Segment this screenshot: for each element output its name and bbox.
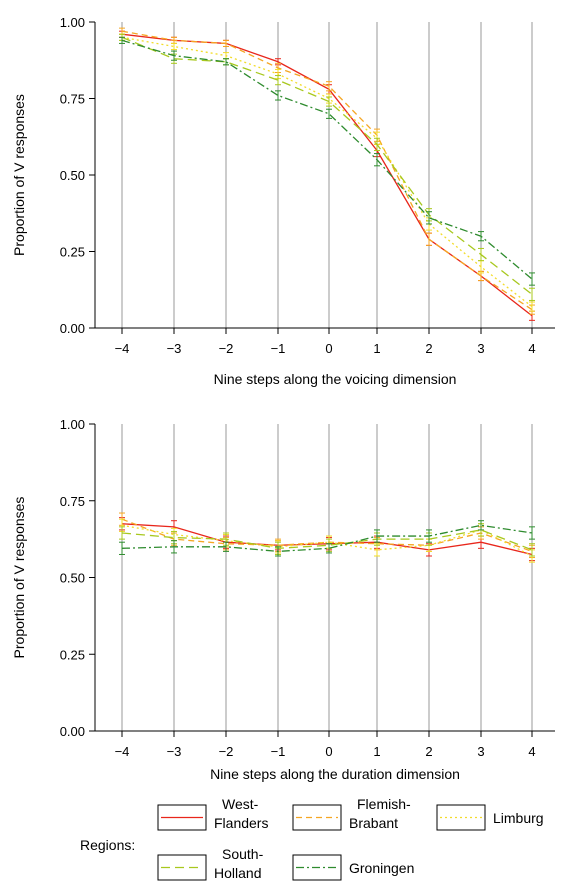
x-tick-label: −3 [167, 341, 182, 356]
legend-entry: Flemish- Brabant [292, 796, 411, 831]
legend-label: Brabant [349, 815, 398, 831]
x-tick-label: −2 [219, 744, 234, 759]
series-groningen [119, 520, 535, 557]
series-line [121, 33, 533, 317]
x-axis-label: Nine steps along the duration dimension [210, 766, 460, 782]
voicing-chart: 0.00 0.25 0.50 0.75 1.00 −4 −3 −2 −1 0 1 2 3 4 Nine st… [11, 15, 555, 387]
series-south-holland [119, 33, 535, 301]
x-tick-label: 2 [425, 744, 432, 759]
legend-label: Holland [214, 865, 261, 881]
x-tick-label: −4 [115, 341, 130, 356]
series-line [121, 524, 533, 553]
legend-entry: West- Flanders [157, 796, 268, 831]
legend-entry: South- Holland [157, 846, 264, 881]
y-tick-label: 0.75 [60, 494, 85, 509]
series-west-flanders [119, 30, 535, 321]
y-tick-label: 0.50 [60, 168, 85, 183]
x-tick-label: 2 [425, 341, 432, 356]
x-tick-label: 0 [325, 341, 332, 356]
y-tick-label: 0.75 [60, 92, 85, 107]
legend-label: Limburg [493, 810, 544, 826]
legend-label: West- [222, 796, 259, 812]
y-tick-label: 0.00 [60, 321, 85, 336]
x-tick-label: −1 [271, 341, 286, 356]
series-line [121, 529, 533, 551]
x-tick-label: −4 [115, 744, 130, 759]
series-line [121, 30, 533, 311]
y-axis-label: Proportion of V responses [11, 497, 27, 659]
series-flemish-brabant [119, 27, 535, 315]
y-tick-label: 0.25 [60, 647, 85, 662]
legend-label: Groningen [349, 860, 414, 876]
y-tick-label: 0.00 [60, 724, 85, 739]
x-tick-label: −3 [167, 744, 182, 759]
legend-label: Flanders [214, 815, 268, 831]
series-limburg [119, 518, 535, 563]
x-tick-label: −1 [271, 744, 286, 759]
legend-label: South- [222, 846, 264, 862]
x-tick-label: −2 [219, 341, 234, 356]
y-tick-label: 1.00 [60, 15, 85, 30]
y-tick-label: 1.00 [60, 417, 85, 432]
legend-entry: Limburg [436, 804, 544, 831]
legend-label: Flemish- [357, 796, 411, 812]
x-tick-label: 1 [373, 341, 380, 356]
x-tick-label: 3 [477, 744, 484, 759]
x-tick-label: 4 [528, 744, 535, 759]
y-tick-label: 0.25 [60, 245, 85, 260]
series-line [121, 36, 533, 295]
series-line [121, 518, 533, 553]
x-tick-label: 0 [325, 744, 332, 759]
legend: Regions: West- Flanders Flemish- Brabant Limb… [80, 796, 544, 881]
duration-chart: 0.00 0.25 0.50 0.75 1.00 −4 −3 −2 −1 0 1 2 3 4 Nine st… [11, 417, 555, 782]
series-line [121, 39, 533, 280]
x-tick-label: 3 [477, 341, 484, 356]
series-line [121, 524, 533, 557]
series-groningen [119, 36, 535, 286]
y-axis-label: Proportion of V responses [11, 94, 27, 256]
series-line [121, 36, 533, 308]
x-tick-label: 4 [528, 341, 535, 356]
legend-entry: Groningen [292, 854, 414, 881]
x-tick-label: 1 [373, 744, 380, 759]
x-axis-label: Nine steps along the voicing dimension [214, 371, 457, 387]
y-tick-label: 0.50 [60, 571, 85, 586]
legend-title: Regions: [80, 837, 135, 853]
